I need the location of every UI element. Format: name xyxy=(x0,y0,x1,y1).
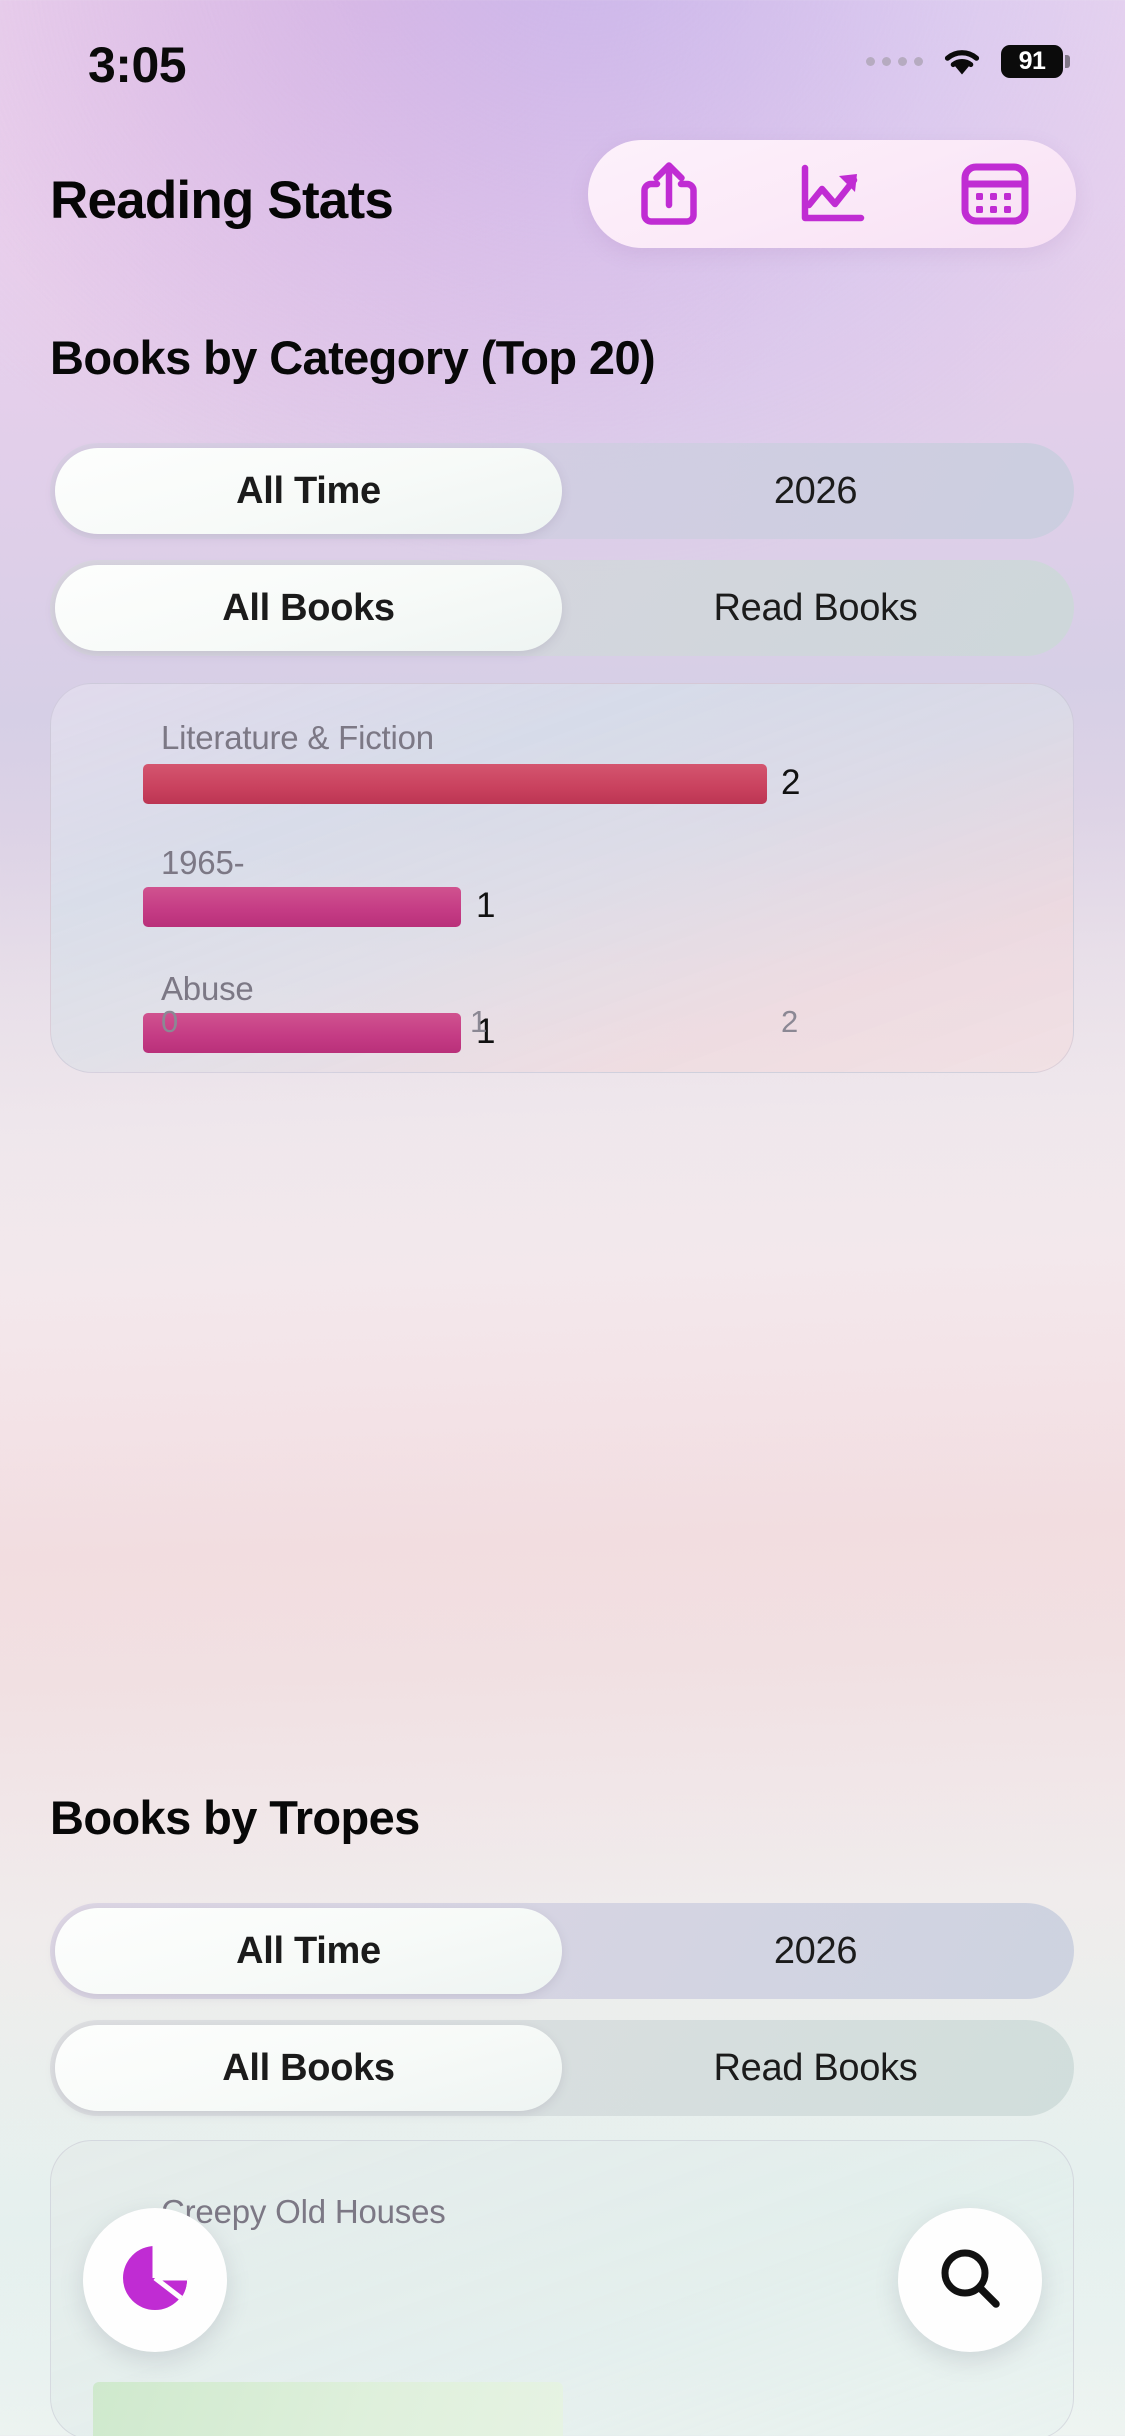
calendar-icon xyxy=(961,162,1029,226)
bar-label: Abuse xyxy=(161,970,254,1007)
status-bar: 3:05 91 xyxy=(0,0,1125,120)
bar-fill xyxy=(143,764,767,804)
bar-label: 1965- xyxy=(161,844,245,881)
category-time-filter[interactable]: All Time 2026 xyxy=(50,443,1074,539)
bar-fill xyxy=(143,1013,461,1053)
status-bar-indicators: 91 xyxy=(866,44,1070,78)
category-scope-filter-option-all-books[interactable]: All Books xyxy=(55,565,562,651)
calendar-button[interactable] xyxy=(940,149,1050,239)
bar-label: Literature & Fiction xyxy=(161,719,434,756)
axis-tick: 0 xyxy=(161,1004,179,1039)
bar-value: 2 xyxy=(781,763,801,802)
header-toolbar xyxy=(588,140,1076,248)
signal-dots-icon xyxy=(866,56,923,66)
search-icon xyxy=(934,2242,1006,2319)
tropes-time-filter-option-all-time[interactable]: All Time xyxy=(55,1908,562,1994)
tropes-time-filter-option-2026[interactable]: 2026 xyxy=(773,1929,858,1972)
status-bar-time: 3:05 xyxy=(88,37,187,93)
tropes-scope-filter-option-read-books[interactable]: Read Books xyxy=(713,2046,918,2089)
tropes-bar-fill xyxy=(93,2382,563,2436)
chart-line-uptrend-icon xyxy=(797,163,867,225)
bar-label: Creepy Old Houses xyxy=(161,2193,446,2230)
bar-fill xyxy=(143,887,461,927)
tropes-scope-filter[interactable]: All Books Read Books xyxy=(50,2020,1074,2116)
pie-chart-icon xyxy=(119,2242,191,2319)
section-title-category: Books by Category (Top 20) xyxy=(50,331,656,384)
tropes-time-filter[interactable]: All Time 2026 xyxy=(50,1903,1074,1999)
section-title-tropes: Books by Tropes xyxy=(50,1791,420,1844)
category-time-filter-option-all-time[interactable]: All Time xyxy=(55,448,562,534)
bar-value: 1 xyxy=(476,1012,496,1051)
axis-tick: 2 xyxy=(781,1004,799,1039)
tropes-scope-filter-option-all-books[interactable]: All Books xyxy=(55,2025,562,2111)
category-scope-filter-option-read-books[interactable]: Read Books xyxy=(713,586,918,629)
page-title: Reading Stats xyxy=(50,171,394,230)
trends-button[interactable] xyxy=(777,149,887,239)
category-chart-card[interactable]: Literature & Fiction 2 1965- 1 Abuse 1 C… xyxy=(50,683,1074,1073)
axis-tick: 1 xyxy=(470,1004,488,1039)
bar-value: 1 xyxy=(476,886,496,925)
category-time-filter-option-2026[interactable]: 2026 xyxy=(773,469,858,512)
battery-icon: 91 xyxy=(1001,44,1070,78)
share-icon xyxy=(638,159,700,229)
search-fab[interactable] xyxy=(898,2208,1042,2352)
wifi-icon xyxy=(939,44,985,78)
category-scope-filter[interactable]: All Books Read Books xyxy=(50,560,1074,656)
pie-chart-fab[interactable] xyxy=(83,2208,227,2352)
share-button[interactable] xyxy=(614,149,724,239)
